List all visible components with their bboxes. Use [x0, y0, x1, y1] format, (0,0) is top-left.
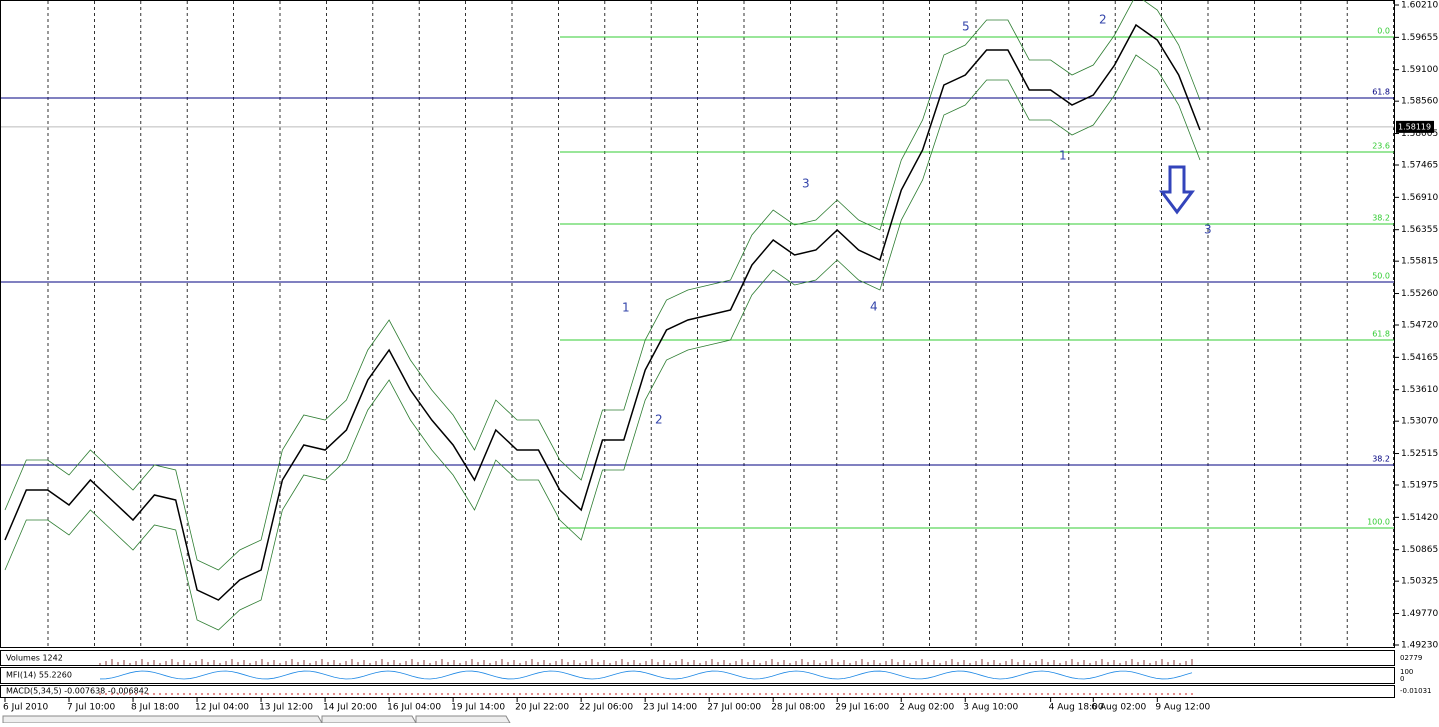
y-tick-label: 1.52515	[1401, 449, 1438, 459]
level-label: 61.8	[1372, 329, 1390, 338]
volume-frame	[0, 650, 1395, 666]
macd-bars	[99, 693, 1193, 695]
x-tick-label: 2 Aug 02:00	[899, 703, 954, 713]
y-tick-label: 1.49230	[1401, 641, 1438, 651]
x-tick-label: 13 Jul 12:00	[259, 703, 313, 713]
y-tick-label: 1.59655	[1401, 33, 1438, 43]
panel-scale: -0.01031	[1400, 687, 1431, 695]
y-tick-label: 1.59100	[1401, 65, 1438, 75]
x-tick-label: 6 Aug 02:00	[1091, 703, 1146, 713]
level-label: 38.2	[1372, 213, 1390, 222]
x-tick-label: 20 Jul 22:00	[515, 703, 569, 713]
current-price-label: 1.58119	[1398, 122, 1431, 131]
panel-scale: 100	[1400, 668, 1413, 676]
y-tick-label: 1.55260	[1401, 289, 1438, 299]
x-tick-label: 6 Jul 2010	[3, 703, 48, 713]
panel-label: MFI(14) 55.2260	[6, 671, 72, 680]
x-tick-label: 22 Jul 06:00	[579, 703, 633, 713]
level-label: 0.0	[1377, 27, 1390, 36]
y-tick-label: 1.58560	[1401, 97, 1438, 107]
wave-label: 1	[622, 301, 630, 315]
x-tick-label: 12 Jul 04:00	[195, 703, 249, 713]
main-frame	[0, 0, 1395, 648]
mfi-line	[99, 670, 1193, 680]
level-label: 38.2	[1372, 455, 1390, 464]
y-tick-label: 1.49770	[1401, 609, 1438, 619]
x-tick-label: 19 Jul 14:00	[451, 703, 505, 713]
panel-scale: 0	[1400, 675, 1404, 683]
wave-label: 2	[655, 413, 663, 427]
tab-strip[interactable]	[2, 715, 511, 724]
band-upper	[4, 0, 1201, 571]
x-tick-label: 7 Jul 10:00	[67, 703, 116, 713]
level-label: 23.6	[1372, 142, 1390, 151]
panel-scale: 02779	[1400, 654, 1422, 662]
x-tick-label: 3 Aug 10:00	[963, 703, 1018, 713]
y-tick-label: 1.56910	[1401, 193, 1438, 203]
y-tick-label: 1.53610	[1401, 385, 1438, 395]
wave-label: 5	[962, 20, 970, 34]
wave-label: 1	[1059, 149, 1067, 163]
y-tick-label: 1.60210	[1401, 1, 1438, 11]
y-tick-label: 1.55815	[1401, 257, 1438, 267]
y-tick-label: 1.54720	[1401, 321, 1438, 331]
y-tick-label: 1.56355	[1401, 225, 1438, 235]
y-tick-label: 1.53070	[1401, 417, 1438, 427]
x-tick-label: 16 Jul 04:00	[387, 703, 441, 713]
mfi-frame	[0, 667, 1395, 684]
y-tick-label: 1.51975	[1401, 481, 1438, 491]
wave-label: 2	[1099, 13, 1107, 27]
panel-label: MACD(5,34,5) -0.007638 -0.006842	[6, 687, 149, 696]
wave-label: 3	[1204, 223, 1212, 237]
band-lower	[4, 54, 1201, 631]
y-tick-label: 1.50325	[1401, 577, 1438, 587]
y-tick-label: 1.50865	[1401, 545, 1438, 555]
x-tick-label: 23 Jul 14:00	[643, 703, 697, 713]
macd-frame	[0, 685, 1395, 698]
y-tick-label: 1.54165	[1401, 353, 1438, 363]
x-tick-label: 8 Jul 18:00	[131, 703, 180, 713]
x-tick-label: 4 Aug 18:00	[1049, 703, 1104, 713]
y-tick-label: 1.58005	[1401, 129, 1438, 139]
x-tick-label: 29 Jul 16:00	[835, 703, 889, 713]
current-price-box	[1396, 120, 1434, 133]
y-tick-label: 1.57465	[1401, 161, 1438, 171]
panel-label: Volumes 1242	[6, 654, 63, 663]
volume-bars	[99, 659, 1193, 665]
x-tick-label: 14 Jul 20:00	[323, 703, 377, 713]
wave-label: 4	[870, 300, 878, 314]
y-tick-label: 1.51420	[1401, 513, 1438, 523]
level-label: 100.0	[1367, 518, 1390, 527]
wave-label: 3	[802, 177, 810, 191]
level-label: 61.8	[1372, 87, 1390, 96]
x-tick-label: 27 Jul 00:00	[707, 703, 761, 713]
down-arrow	[1159, 165, 1195, 215]
x-tick-label: 28 Jul 08:00	[771, 703, 825, 713]
price-line	[4, 23, 1201, 601]
level-label: 50.0	[1372, 271, 1390, 280]
x-tick-label: 9 Aug 12:00	[1155, 703, 1210, 713]
